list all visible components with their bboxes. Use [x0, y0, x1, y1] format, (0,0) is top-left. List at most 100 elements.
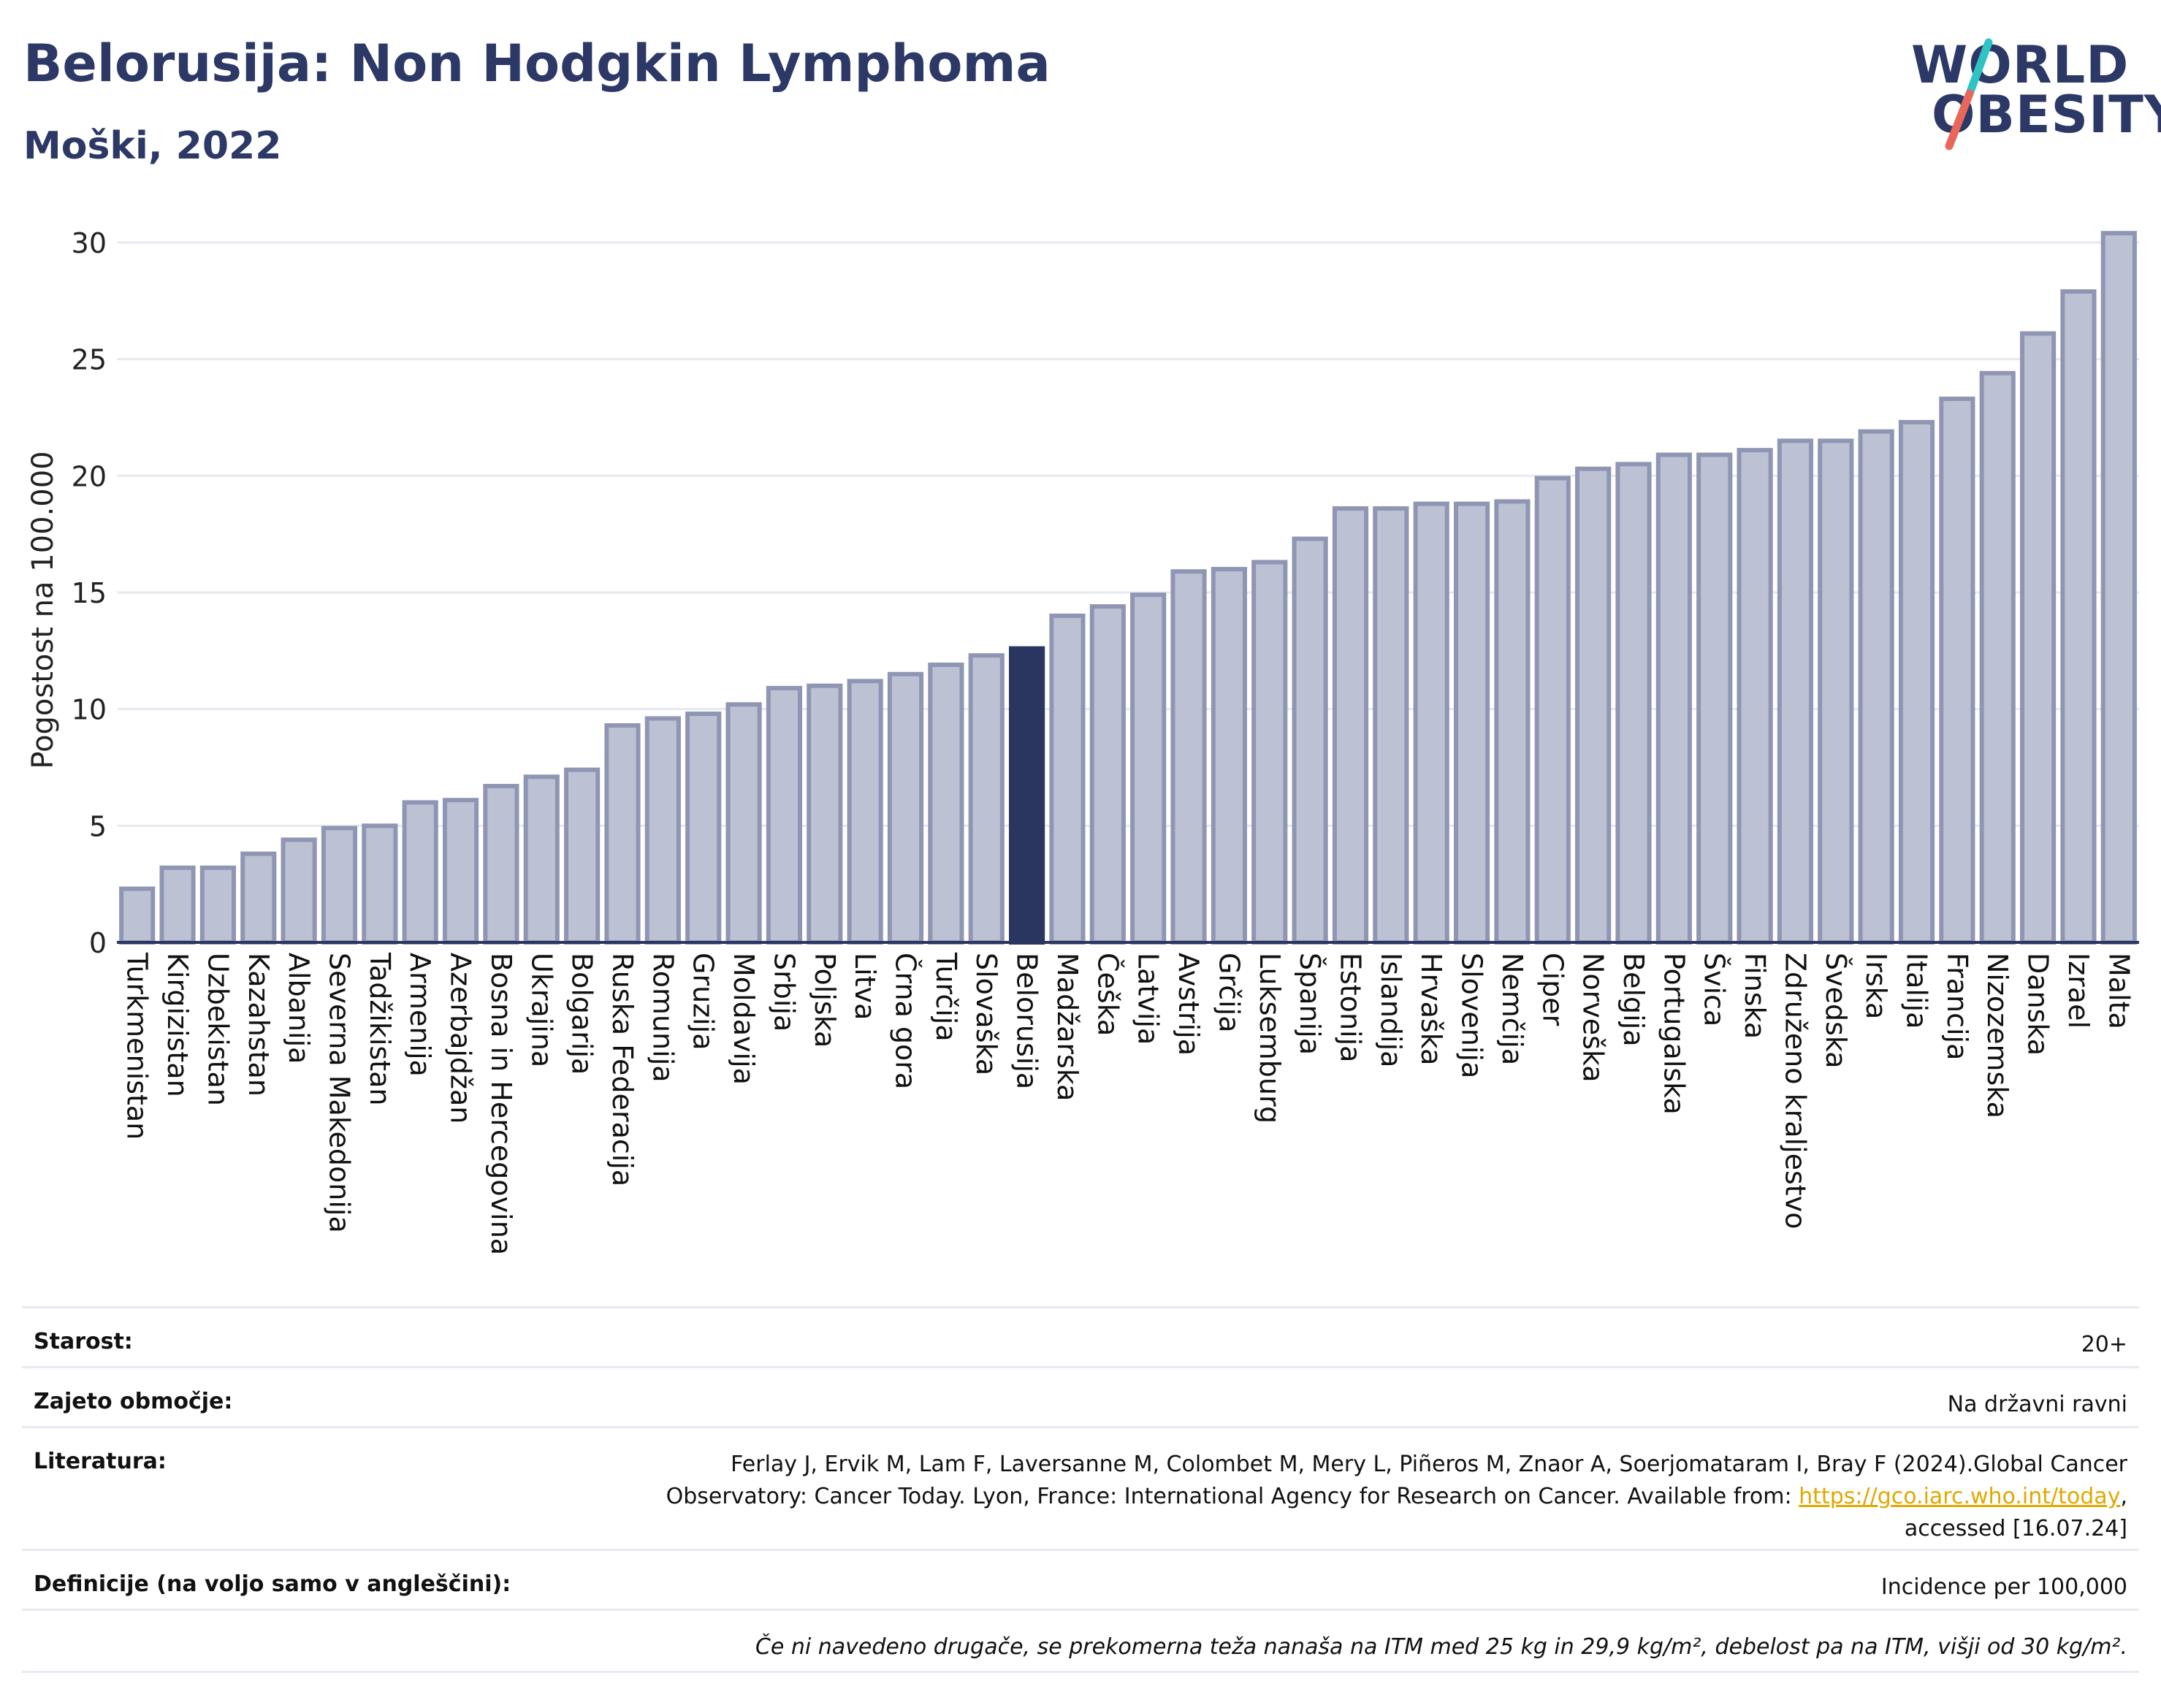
- x-tick-label: Tadžikistan: [364, 952, 396, 1105]
- literature-line-1: Ferlay J, Ervik M, Lam F, Laversanne M, …: [731, 1452, 2127, 1477]
- bar-43: [1818, 438, 1854, 945]
- x-tick-label: Švedska: [1820, 953, 1852, 1069]
- bar-10: [483, 784, 519, 945]
- y-tick-label: 10: [72, 694, 107, 726]
- x-tick-label: Turčija: [930, 952, 962, 1042]
- y-tick-label: 20: [72, 460, 107, 492]
- age-value: 20+: [2081, 1332, 2127, 1357]
- x-tick-label: Azerbajdžan: [445, 953, 477, 1124]
- bar-3: [199, 865, 236, 945]
- info-row-age: Starost: 20+: [22, 1306, 2139, 1368]
- x-tick-label: Turkmenistan: [121, 952, 153, 1140]
- literature-value: Ferlay J, Ervik M, Lam F, Laversanne M, …: [666, 1449, 2127, 1545]
- literature-line-3: accessed [16.07.24]: [1904, 1516, 2127, 1541]
- bar-42: [1777, 438, 1814, 945]
- bar-19: [847, 679, 883, 945]
- x-tick-label: Romunija: [647, 953, 679, 1083]
- info-row-definitions: Definicije (na voljo samo v angleščini):…: [22, 1549, 2139, 1611]
- bar-50: [2100, 231, 2137, 945]
- bar-38: [1615, 462, 1652, 945]
- x-tick-label: Švica: [1699, 953, 1731, 1026]
- literature-line-2-text: Observatory: Cancer Today. Lyon, France:…: [666, 1484, 1799, 1509]
- bar-6: [321, 826, 358, 945]
- bar-29: [1251, 560, 1288, 945]
- x-tick-label: Madžarska: [1051, 953, 1083, 1101]
- bar-49: [2060, 289, 2097, 945]
- y-tick-label: 5: [89, 810, 107, 842]
- x-tick-label: Albanija: [283, 953, 315, 1064]
- x-tick-label: Avstrija: [1173, 953, 1205, 1056]
- bar-chart: 0 5 10 15 20 25 30 Pogostost na 100.000 Turkmeni…: [26, 227, 2139, 1255]
- bar-16: [725, 702, 762, 945]
- x-tick-label: Ruska Federacija: [606, 953, 639, 1186]
- x-tick-label: Armenija: [404, 953, 436, 1077]
- x-tick-label: Ukrajina: [525, 953, 557, 1067]
- bar-27: [1170, 569, 1207, 945]
- x-tick-label: Kazahstan: [243, 953, 275, 1097]
- x-tick-label: Estonija: [1334, 953, 1366, 1062]
- x-tick-label: Belgija: [1617, 953, 1650, 1047]
- bar-8: [402, 800, 438, 945]
- x-tick-label: Latvija: [1132, 953, 1165, 1045]
- x-tick-label: Norveška: [1577, 953, 1609, 1083]
- bar-1: [119, 886, 156, 945]
- area-label: Zajeto območje:: [34, 1389, 233, 1414]
- definitions-value: Incidence per 100,000: [1880, 1574, 2127, 1600]
- y-tick-label: 15: [72, 577, 107, 609]
- y-tick-label: 0: [89, 927, 107, 959]
- x-tick-label: Nizozemska: [1981, 953, 2013, 1118]
- definitions-label: Definicije (na voljo samo v angleščini):: [34, 1571, 511, 1597]
- x-tick-label: Severna Makedonija: [323, 953, 355, 1233]
- bar-13: [604, 723, 641, 945]
- bar-47: [1979, 370, 2016, 945]
- bar-23: [1009, 646, 1045, 945]
- x-tick-label: Združeno kraljestvo: [1779, 953, 1811, 1229]
- y-tick-label: 25: [72, 344, 107, 376]
- bar-36: [1534, 476, 1571, 945]
- bar-7: [362, 823, 398, 945]
- x-tick-label: Bosna in Hercegovina: [485, 953, 517, 1255]
- x-tick-label: Poljska: [809, 953, 841, 1048]
- x-tick-label: Uzbekistan: [202, 953, 234, 1106]
- bar-20: [887, 671, 924, 945]
- bar-30: [1292, 536, 1328, 945]
- age-label: Starost:: [34, 1329, 133, 1354]
- page-title: Belorusija: Non Hodgkin Lymphoma: [23, 34, 1051, 94]
- bar-40: [1696, 452, 1733, 945]
- literature-line-2-end: ,: [2120, 1484, 2127, 1509]
- bar-41: [1737, 448, 1773, 945]
- x-tick-label: Srbija: [768, 953, 800, 1032]
- literature-link[interactable]: https://gco.iarc.who.int/today: [1799, 1484, 2121, 1509]
- y-axis-label: Pogostost na 100.000: [26, 451, 60, 769]
- x-tick-label: Nemčija: [1496, 953, 1528, 1065]
- footnote-text: Če ni navedeno drugače, se prekomerna te…: [755, 1634, 2127, 1660]
- bar-44: [1858, 429, 1894, 945]
- bar-28: [1211, 567, 1247, 945]
- x-tick-label: Slovaška: [970, 953, 1002, 1075]
- bar-4: [240, 851, 277, 945]
- bar-31: [1332, 506, 1369, 945]
- x-tick-label: Gruzija: [687, 953, 720, 1051]
- bar-21: [928, 662, 964, 945]
- bar-39: [1655, 452, 1692, 945]
- x-tick-label: Slovenija: [1456, 953, 1488, 1078]
- world-obesity-logo: WORLD OBESITY: [1907, 35, 2161, 159]
- bar-24: [1049, 613, 1086, 945]
- x-tick-label: Italija: [1901, 953, 1933, 1029]
- info-row-literature: Literatura: Ferlay J, Ervik M, Lam F, La…: [22, 1426, 2139, 1551]
- bar-17: [766, 685, 803, 945]
- bar-5: [281, 837, 317, 945]
- bar-14: [644, 716, 681, 945]
- bar-45: [1898, 419, 1935, 945]
- bar-46: [1939, 396, 1975, 945]
- bar-26: [1130, 592, 1167, 945]
- x-tick-label: Ciper: [1536, 953, 1569, 1026]
- info-row-area: Zajeto območje: Na državni ravni: [22, 1366, 2139, 1428]
- bar-2: [159, 865, 196, 945]
- x-tick-label: Irska: [1860, 953, 1892, 1019]
- x-tick-label: Češka: [1091, 953, 1124, 1036]
- x-tick-label: Hrvaška: [1415, 953, 1447, 1065]
- x-tick-label: Francija: [1941, 953, 1973, 1060]
- literature-label: Literatura:: [34, 1449, 167, 1474]
- literature-line-2: Observatory: Cancer Today. Lyon, France:…: [666, 1481, 2127, 1513]
